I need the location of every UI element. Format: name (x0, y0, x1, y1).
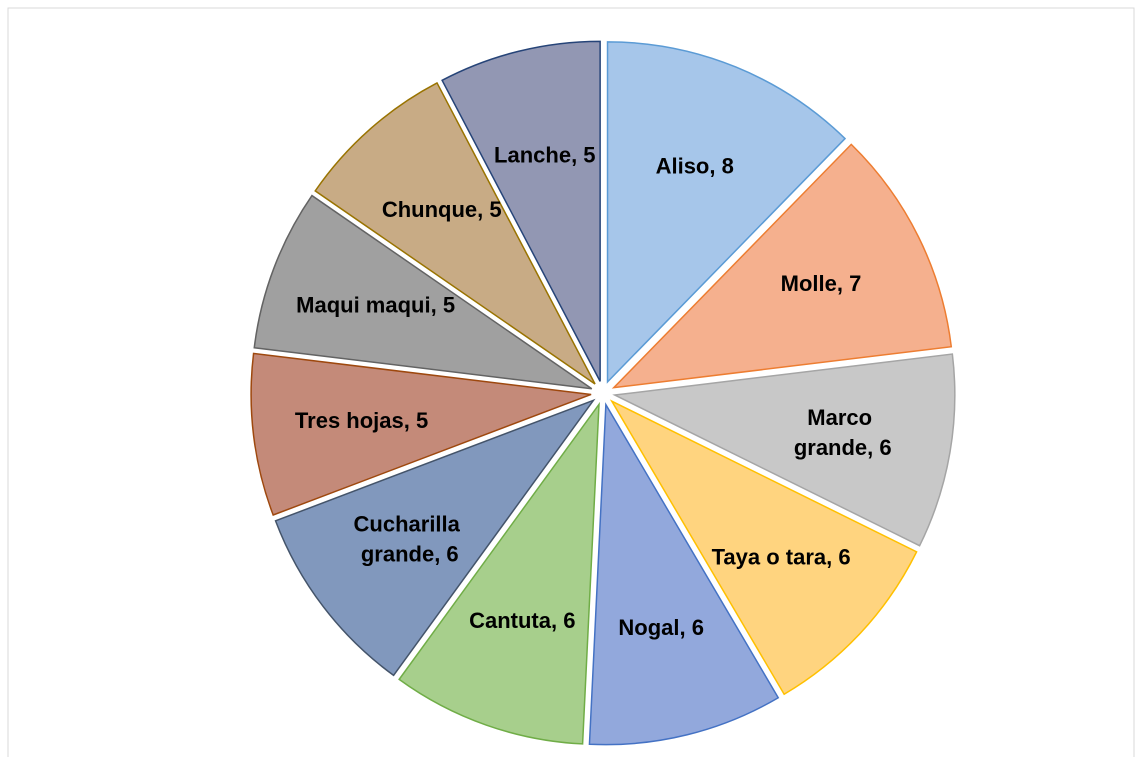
pie-slice (606, 41, 847, 384)
pie-slice (398, 401, 600, 745)
data-label-line: Marco (807, 405, 878, 430)
data-label: Cucharilla grande, 6 (354, 511, 466, 566)
data-label: Nogal, 6 (618, 615, 704, 640)
pie-slice (611, 143, 953, 389)
data-label-line: Cucharilla (354, 511, 466, 536)
data-label: Lanche, 5 (494, 143, 595, 168)
pie-slice (250, 352, 592, 516)
data-label: Cantuta, 6 (469, 608, 575, 633)
data-label: Aliso, 8 (656, 154, 734, 179)
data-label: Maqui maqui, 5 (296, 293, 455, 318)
pie-slice (253, 194, 593, 390)
data-label: Taya o tara, 6 (712, 544, 851, 569)
pie-slice (609, 399, 918, 696)
data-label: Chunque, 5 (382, 197, 502, 222)
data-label: Molle, 7 (781, 271, 862, 296)
pie-slice (612, 353, 956, 547)
pie-slice (441, 40, 601, 382)
pie-slice (588, 402, 780, 746)
data-label-line: grande, 6 (794, 435, 892, 460)
data-label-line: grande, 6 (361, 541, 459, 566)
pie-slice (314, 81, 596, 385)
data-label: Marco grande, 6 (794, 405, 892, 460)
data-label: Tres hojas, 5 (295, 408, 428, 433)
pie-slice (274, 398, 596, 677)
